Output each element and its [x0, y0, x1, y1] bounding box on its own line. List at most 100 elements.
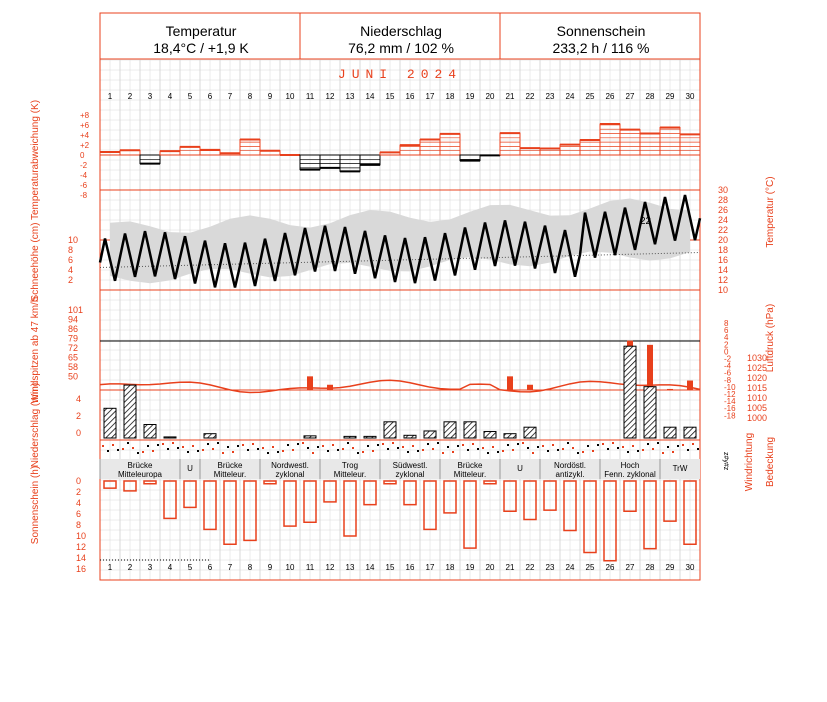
wind-cloud-dot [367, 445, 369, 447]
wind-cloud-dot [502, 450, 504, 452]
weather-type-label: Nordwestl. [271, 461, 309, 470]
sunshine-tick: 16 [76, 564, 86, 574]
wind-cloud-dot [422, 449, 424, 451]
temperature-axis-label: Temperatur (°C) [765, 176, 776, 247]
day-label-top: 14 [366, 92, 375, 101]
pressure-tick: 1000 [747, 413, 767, 423]
wind-cloud-dot [477, 448, 479, 450]
precipitation-bar [683, 426, 697, 439]
temp-dev-tick: +6 [80, 121, 90, 130]
precipitation-bar [383, 421, 397, 439]
wind-cloud-dot [682, 444, 684, 446]
wind-cloud-dot [357, 452, 359, 454]
wind-cloud-dot [177, 447, 179, 449]
sunshine-tick: 12 [76, 542, 86, 552]
wind-cloud-dot [447, 446, 449, 448]
wind-cloud-dot [342, 448, 344, 450]
day-label-bottom: 13 [346, 563, 355, 572]
wind-cloud-dot [222, 452, 224, 454]
wind-cloud-dot [162, 443, 164, 445]
precipitation-bar [523, 426, 537, 439]
day-label-bottom: 16 [406, 563, 415, 572]
wind-cloud-dot [182, 446, 184, 448]
wind-cloud-dot [547, 450, 549, 452]
temp-dev-tick: -8 [80, 191, 88, 200]
wind-cloud-dot [317, 446, 319, 448]
wind-cloud-dot [457, 445, 459, 447]
precipitation-bar [663, 426, 677, 439]
wind-cloud-dot [282, 450, 284, 452]
day-label-bottom: 24 [566, 563, 575, 572]
wind-cloud-dot [387, 448, 389, 450]
wind-cloud-dot [627, 451, 629, 453]
sunshine-bar [263, 480, 277, 485]
sunshine-bar [403, 480, 417, 506]
wind-cloud-dot [172, 442, 174, 444]
wind-cloud-dot [507, 444, 509, 446]
wind-cloud-dot [517, 443, 519, 445]
wind-cloud-dot [462, 444, 464, 446]
wind-cloud-dot [132, 447, 134, 449]
right-tick: 4 [724, 333, 729, 342]
wind-cloud-dot [467, 449, 469, 451]
precip-tick: 2 [76, 411, 81, 421]
wind-cloud-dot [262, 447, 264, 449]
right-tick: -16 [724, 404, 736, 413]
wind-cloud-dot [482, 447, 484, 449]
precipitation-bar [163, 436, 177, 439]
day-label-top: 23 [546, 92, 555, 101]
snow-tick: 8 [68, 245, 73, 255]
day-label-top: 26 [606, 92, 615, 101]
day-label-bottom: 28 [646, 563, 655, 572]
wind-cloud-dot [577, 452, 579, 454]
temp-dev-tick: +2 [80, 141, 90, 150]
weather-type-label: Mitteleur. [454, 470, 486, 479]
precipitation-bar [143, 424, 157, 439]
wind-gust-bar [307, 376, 313, 390]
frame [99, 12, 701, 581]
day-label-bottom: 17 [426, 563, 435, 572]
wind-cloud-dot [427, 443, 429, 445]
wind-gust-bar [647, 344, 653, 390]
day-label-bottom: 23 [546, 563, 555, 572]
day-label-bottom: 6 [208, 563, 213, 572]
day-label-bottom: 11 [306, 563, 315, 572]
header-temperature-label: Temperatur [165, 23, 237, 39]
right-tick: 2 [724, 340, 729, 349]
wind-cloud-dot [107, 450, 109, 452]
wind-cloud-dot [437, 442, 439, 444]
wind-cloud-dot [697, 448, 699, 450]
header-precipitation: Niederschlag 76,2 mm / 102 % [301, 13, 501, 59]
wind-cloud-dot [292, 449, 294, 451]
precip-tick: 0 [76, 428, 81, 438]
precipitation-bar [343, 435, 357, 439]
wind-cloud-dot [287, 444, 289, 446]
day-label-bottom: 26 [606, 563, 615, 572]
weather-type-label: zyklonal [276, 470, 305, 479]
wind-cloud-dot [672, 451, 674, 453]
temperature-tick: 22 [718, 225, 728, 235]
day-label-top: 7 [228, 92, 233, 101]
sunshine-bar [303, 480, 317, 523]
day-label-top: 11 [306, 92, 315, 101]
wind-cloud-dot [622, 446, 624, 448]
wind-cloud-dot [192, 445, 194, 447]
day-label-top: 20 [486, 92, 495, 101]
day-label-top: 27 [626, 92, 635, 101]
precipitation-bar [303, 435, 317, 439]
weather-type-label: zyklonal [396, 470, 425, 479]
wind-cloud-dot [322, 445, 324, 447]
right-tick: -4 [724, 362, 732, 371]
day-label-bottom: 27 [626, 563, 635, 572]
precipitation-bar [363, 435, 377, 439]
wind-cloud-dot [612, 442, 614, 444]
sunshine-tick: 4 [76, 498, 81, 508]
sunshine-bar [463, 480, 477, 549]
wind-cloud-dot [332, 444, 334, 446]
temp-dev-tick: -4 [80, 171, 88, 180]
wind-tick: 94 [68, 315, 78, 325]
wind-cloud-dot [432, 448, 434, 450]
sunshine-tick: 8 [76, 520, 81, 530]
wind-cloud-dot [142, 451, 144, 453]
